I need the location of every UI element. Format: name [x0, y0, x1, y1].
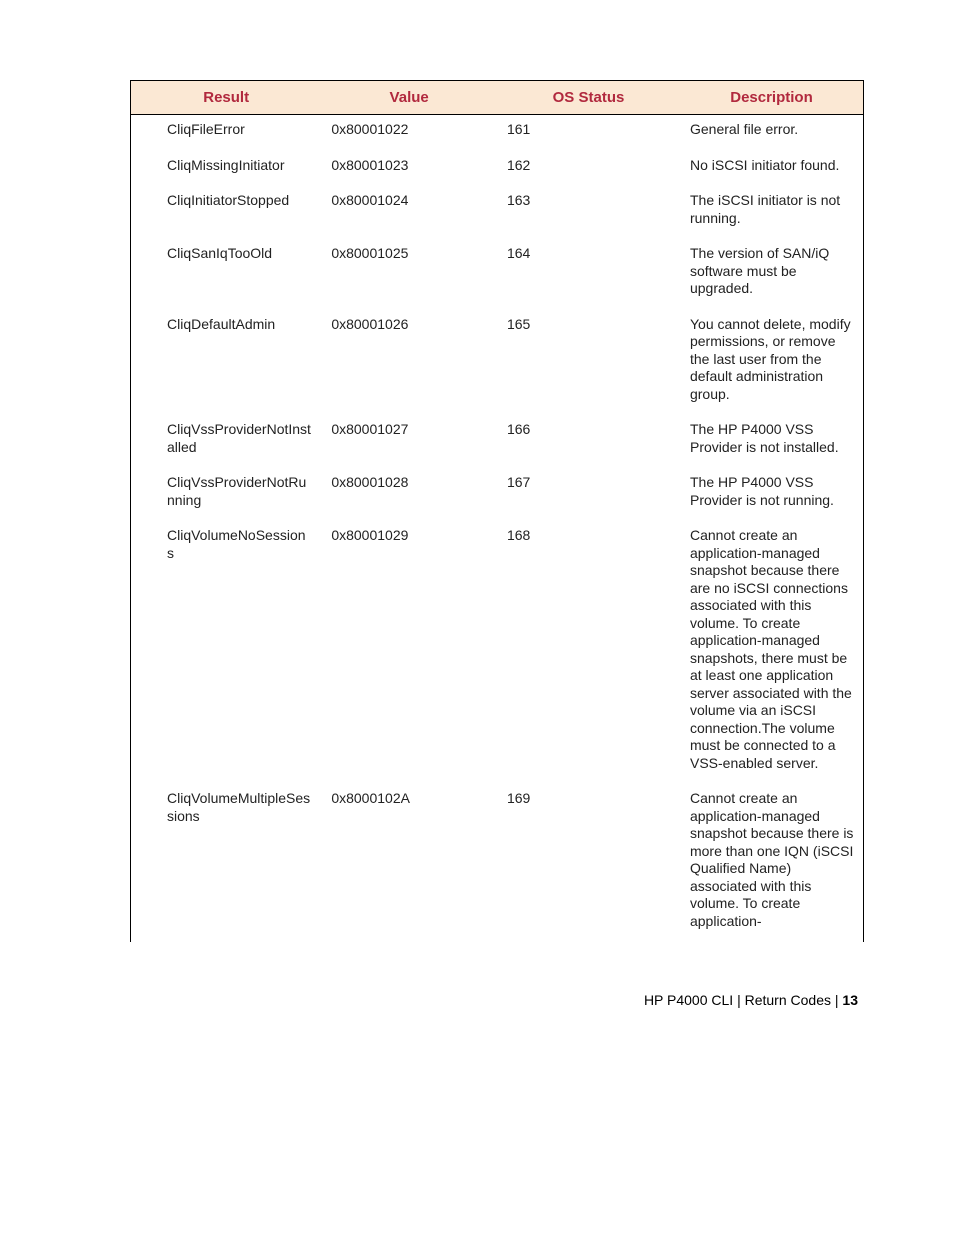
cell-result: CliqVssProviderNotRunning [131, 468, 321, 521]
table-row: CliqInitiatorStopped 0x80001024 163 The … [131, 186, 863, 239]
cell-value: 0x8000102A [321, 784, 497, 942]
cell-result: CliqVssProviderNotInstalled [131, 415, 321, 468]
cell-os-status: 161 [497, 115, 680, 151]
cell-os-status: 163 [497, 186, 680, 239]
cell-value: 0x80001027 [321, 415, 497, 468]
cell-os-status: 167 [497, 468, 680, 521]
table-row: CliqDefaultAdmin 0x80001026 165 You cann… [131, 310, 863, 416]
cell-os-status: 165 [497, 310, 680, 416]
footer-product: HP P4000 CLI [644, 992, 733, 1008]
cell-os-status: 166 [497, 415, 680, 468]
cell-value: 0x80001025 [321, 239, 497, 310]
cell-description: You cannot delete, modify permissions, o… [680, 310, 863, 416]
footer-section: Return Codes [745, 992, 831, 1008]
cell-description: The HP P4000 VSS Provider is not install… [680, 415, 863, 468]
cell-value: 0x80001028 [321, 468, 497, 521]
cell-result: CliqInitiatorStopped [131, 186, 321, 239]
cell-result: CliqDefaultAdmin [131, 310, 321, 416]
table-row: CliqVssProviderNotRunning 0x80001028 167… [131, 468, 863, 521]
cell-result: CliqFileError [131, 115, 321, 151]
cell-os-status: 169 [497, 784, 680, 942]
table-row: CliqVssProviderNotInstalled 0x80001027 1… [131, 415, 863, 468]
cell-description: The HP P4000 VSS Provider is not running… [680, 468, 863, 521]
cell-description: The version of SAN/iQ software must be u… [680, 239, 863, 310]
col-header-result: Result [131, 81, 321, 115]
cell-value: 0x80001026 [321, 310, 497, 416]
cell-value: 0x80001022 [321, 115, 497, 151]
page-footer: HP P4000 CLI | Return Codes | 13 [130, 992, 864, 1008]
cell-os-status: 168 [497, 521, 680, 784]
cell-value: 0x80001024 [321, 186, 497, 239]
return-codes-table-wrap: Result Value OS Status Description CliqF… [130, 80, 864, 942]
cell-description: General file error. [680, 115, 863, 151]
table-row: CliqVolumeMultipleSessions 0x8000102A 16… [131, 784, 863, 942]
col-header-os-status: OS Status [497, 81, 680, 115]
cell-description: Cannot create an application-managed sna… [680, 521, 863, 784]
cell-os-status: 162 [497, 151, 680, 187]
footer-sep: | [831, 992, 842, 1008]
col-header-value: Value [321, 81, 497, 115]
col-header-description: Description [680, 81, 863, 115]
cell-value: 0x80001029 [321, 521, 497, 784]
cell-result: CliqVolumeNoSessions [131, 521, 321, 784]
cell-description: The iSCSI initiator is not running. [680, 186, 863, 239]
table-row: CliqFileError 0x80001022 161 General fil… [131, 115, 863, 151]
cell-description: No iSCSI initiator found. [680, 151, 863, 187]
page-number: 13 [842, 992, 858, 1008]
cell-result: CliqVolumeMultipleSessions [131, 784, 321, 942]
cell-result: CliqSanIqTooOld [131, 239, 321, 310]
return-codes-table: Result Value OS Status Description CliqF… [131, 80, 863, 942]
table-body: CliqFileError 0x80001022 161 General fil… [131, 115, 863, 943]
table-row: CliqVolumeNoSessions 0x80001029 168 Cann… [131, 521, 863, 784]
cell-description: Cannot create an application-managed sna… [680, 784, 863, 942]
cell-result: CliqMissingInitiator [131, 151, 321, 187]
table-row: CliqMissingInitiator 0x80001023 162 No i… [131, 151, 863, 187]
footer-sep: | [733, 992, 744, 1008]
table-row: CliqSanIqTooOld 0x80001025 164 The versi… [131, 239, 863, 310]
cell-value: 0x80001023 [321, 151, 497, 187]
cell-os-status: 164 [497, 239, 680, 310]
table-header-row: Result Value OS Status Description [131, 81, 863, 115]
